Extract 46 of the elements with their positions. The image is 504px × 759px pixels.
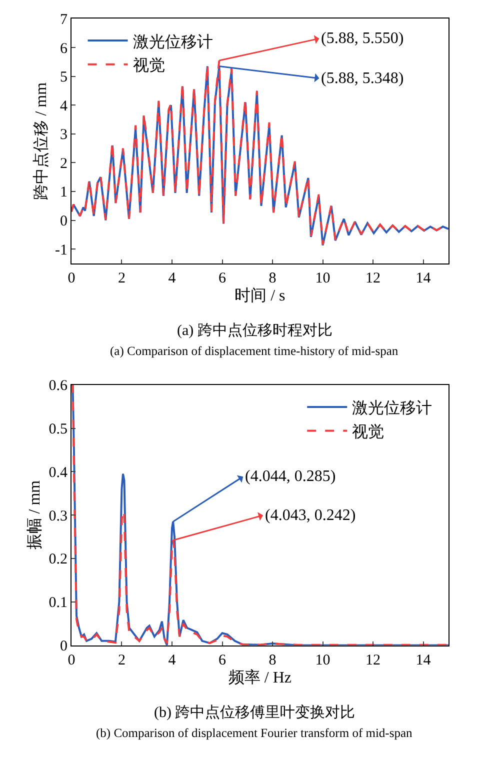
annotation: (5.88, 5.550) <box>321 30 404 47</box>
x-tick-label: 4 <box>168 270 176 286</box>
legend-label: 激光位移计 <box>132 32 213 51</box>
annotation: (4.043, 0.242) <box>265 507 356 524</box>
text: (a) Comparison of displacement time-history of mid-span <box>110 344 399 358</box>
y-tick-label: 1 <box>60 184 68 201</box>
x-tick-label: 2 <box>118 270 126 286</box>
y-tick-label: 3 <box>60 127 68 144</box>
x-tick-label: 6 <box>218 652 226 668</box>
text: (b) Comparison of displacement Fourier transform of mid-span <box>96 726 413 740</box>
y-tick-label: 0.4 <box>48 464 68 481</box>
legend-label: 激光位移计 <box>352 399 432 418</box>
x-tick-label: 12 <box>366 270 381 286</box>
x-axis-title: 频率 / Hz <box>228 668 292 686</box>
x-tick-label: 2 <box>118 652 126 668</box>
y-tick-label: 0.2 <box>48 552 68 568</box>
y-tick-label: 5 <box>60 70 68 86</box>
annotation: (4.044, 0.285) <box>245 468 336 485</box>
y-tick-label: 0 <box>60 214 68 230</box>
y-tick-label: 0 <box>60 638 68 655</box>
y-axis-title: 跨中点位移 / mm <box>32 82 50 200</box>
x-tick-label: 14 <box>416 270 432 286</box>
y-axis-title: 振幅 / mm <box>26 480 44 550</box>
x-tick-label: 8 <box>268 270 276 286</box>
x-tick-label: 10 <box>315 652 330 668</box>
x-tick-label: 8 <box>268 652 276 668</box>
text: (a) 跨中点位移时程对比 <box>177 322 332 339</box>
annotation: (5.88, 5.348) <box>321 70 404 87</box>
x-tick-label: 10 <box>315 270 330 286</box>
y-tick-label: 0.3 <box>48 508 68 524</box>
y-tick-label: 0.5 <box>48 422 68 438</box>
x-tick-label: 6 <box>218 270 226 286</box>
y-tick-label: 2 <box>60 156 68 172</box>
y-tick-label: 7 <box>60 12 68 28</box>
legend-label: 视觉 <box>132 56 165 75</box>
x-tick-label: 4 <box>168 652 176 668</box>
y-tick-label: -1 <box>54 242 68 258</box>
x-tick-label: 14 <box>416 652 432 668</box>
y-tick-label: 0.1 <box>48 595 68 612</box>
y-tick-label: 6 <box>60 40 68 57</box>
text: (b) 跨中点位移傅里叶变换对比 <box>154 704 356 721</box>
x-tick-label: 12 <box>366 652 381 668</box>
legend-label: 视觉 <box>352 423 384 442</box>
y-tick-label: 0.6 <box>48 378 68 394</box>
y-tick-label: 4 <box>60 98 68 114</box>
x-axis-title: 时间 / s <box>234 286 286 304</box>
